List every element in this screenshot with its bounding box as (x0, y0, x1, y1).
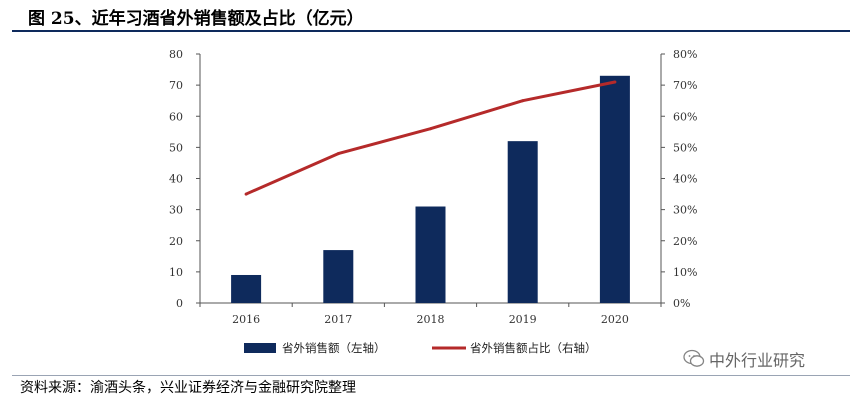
x-tick-label: 2017 (324, 313, 352, 326)
bar-series (231, 75, 630, 303)
line-point (613, 80, 617, 84)
right-tick-label: 70% (673, 79, 697, 92)
left-tick-label: 80 (169, 48, 183, 61)
figure-title: 图 25、近年习酒省外销售额及占比（亿元） (28, 9, 364, 29)
right-tick-label: 30% (673, 204, 697, 217)
left-tick-label: 60 (169, 110, 183, 123)
title-bar: 图 25、近年习酒省外销售额及占比（亿元） (12, 0, 850, 32)
chart-legend: 省外销售额（左轴） 省外销售额占比（右轴） (244, 341, 597, 355)
left-tick-label: 70 (169, 79, 183, 92)
line-point (336, 152, 340, 156)
legend-label-bar: 省外销售额（左轴） (282, 341, 386, 355)
right-tick-label: 80% (673, 48, 697, 61)
left-tick-label: 30 (169, 204, 183, 217)
right-tick-label: 50% (673, 141, 697, 154)
line-point (521, 99, 525, 103)
source-note: 资料来源：渝酒头条，兴业证券经济与金融研究院整理 (20, 380, 356, 396)
x-tick-label: 2019 (509, 313, 537, 326)
bar (231, 274, 262, 303)
legend-swatch-bar (244, 343, 276, 353)
right-tick-label: 20% (673, 235, 697, 248)
x-tick-label: 2016 (232, 313, 260, 326)
watermark: 中外行业研究 (683, 347, 805, 371)
bar (415, 206, 446, 303)
left-tick-label: 20 (169, 235, 183, 248)
left-tick-label: 50 (169, 141, 183, 154)
bar (323, 250, 354, 303)
x-tick-label: 2020 (601, 313, 629, 326)
right-tick-label: 60% (673, 110, 697, 123)
right-tick-label: 10% (673, 266, 697, 279)
source-divider (12, 375, 850, 376)
bar (507, 141, 538, 303)
line-point (429, 127, 432, 131)
line-series (244, 80, 617, 196)
left-tick-label: 10 (169, 266, 183, 279)
bar (599, 75, 630, 303)
line-point (244, 192, 248, 196)
left-tick-label: 40 (169, 173, 183, 186)
chart: 0 10 20 30 40 50 60 70 80 0% 10% 20% 30% 40% 50% 60% 70%… (169, 48, 697, 355)
legend-label-line: 省外销售额占比（右轴） (470, 341, 597, 355)
wechat-icon (683, 349, 705, 367)
right-tick-label: 40% (673, 173, 697, 186)
left-tick-label: 0 (176, 297, 183, 310)
watermark-text: 中外行业研究 (709, 351, 806, 370)
line-path (245, 80, 616, 196)
x-tick-label: 2018 (417, 313, 445, 326)
right-tick-label: 0% (673, 297, 690, 310)
